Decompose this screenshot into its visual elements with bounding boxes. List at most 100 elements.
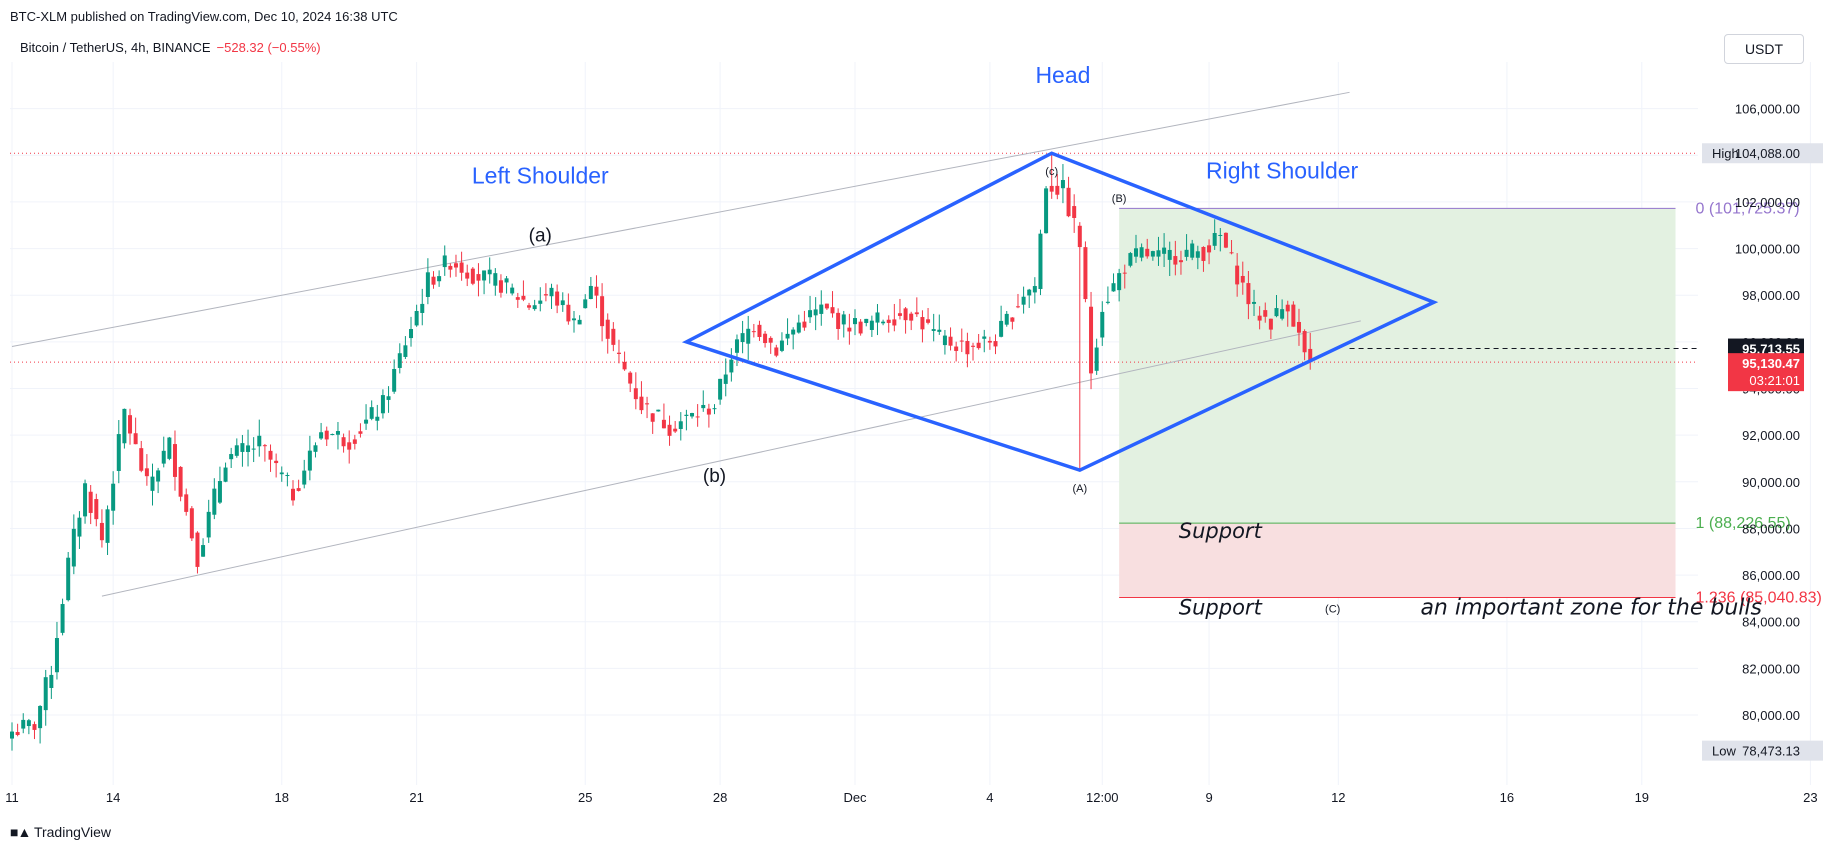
candle-body — [1207, 245, 1212, 253]
symbol-legend[interactable]: Bitcoin / TetherUS, 4h, BINANCE −528.32 (… — [20, 40, 321, 55]
fib-level-label: 1.236 (85,040.83) — [1696, 589, 1822, 606]
chart-annotations: Left Shoulder Head Right Shoulder (a) (b) (B)… — [472, 62, 1762, 621]
candle-body — [667, 424, 672, 436]
candle-body — [156, 470, 161, 482]
fib-level-label: 1 (88,226.55) — [1696, 515, 1791, 532]
candle-body — [144, 468, 149, 477]
candle-body — [892, 319, 897, 326]
candle-body — [43, 677, 48, 711]
candle-body — [1167, 249, 1172, 260]
candle-body — [240, 443, 245, 452]
candle-body — [515, 297, 520, 300]
candle-body — [543, 294, 548, 296]
fib-support-zone — [1119, 523, 1676, 598]
currency-button[interactable]: USDT — [1724, 34, 1804, 64]
candle-body — [201, 545, 206, 557]
price-channel — [11, 91, 1361, 597]
candle-body — [1111, 283, 1116, 292]
candle-body — [375, 416, 380, 421]
x-tick-label: 19 — [1635, 790, 1649, 805]
candle-body — [706, 408, 711, 415]
candle-body — [982, 336, 987, 339]
candle-body — [690, 413, 695, 417]
candle-body — [909, 313, 914, 321]
candle-body — [594, 286, 599, 296]
candle-body — [723, 374, 728, 384]
last-price-value: 95,130.47 — [1742, 356, 1800, 371]
support-label: Support — [1179, 596, 1263, 620]
candle-body — [369, 407, 374, 419]
candle-body — [965, 340, 970, 355]
candle-body — [453, 263, 458, 268]
wave-label: (b) — [703, 466, 726, 487]
candle-body — [313, 445, 318, 452]
candle-body — [757, 324, 762, 338]
candle-body — [71, 528, 76, 567]
candle-body — [836, 312, 841, 329]
tradingview-brand: TradingView — [33, 824, 111, 840]
candle-body — [1077, 225, 1082, 248]
candle-body — [94, 499, 99, 520]
channel-lower-line — [101, 320, 1361, 597]
price-change: −528.32 (−0.55%) — [216, 40, 321, 55]
candle-body — [751, 331, 756, 333]
candle-body — [639, 396, 644, 411]
fibonacci-zones: 0 (101,725.37) 1 (88,226.55) 1.236 (85,040… — [1119, 200, 1822, 606]
candle-body — [572, 318, 576, 321]
price-axis: 80,000.00 82,000.00 84,000.00 86,000.00 88,0… — [1702, 102, 1823, 761]
candle-body — [1089, 306, 1094, 374]
high-badge-label: High — [1712, 146, 1739, 161]
candle-body — [1150, 251, 1155, 257]
candle-body — [1032, 286, 1037, 293]
candle-body — [49, 674, 54, 688]
candle-body — [397, 353, 402, 368]
candle-body — [482, 270, 487, 281]
candle-body — [791, 329, 796, 335]
candle-body — [819, 304, 824, 314]
candle-body — [493, 273, 498, 286]
candle-body — [881, 321, 886, 324]
y-tick-label: 90,000.00 — [1742, 475, 1800, 490]
candle-body — [38, 705, 43, 729]
candle-body — [948, 336, 953, 346]
support-label: Support — [1179, 519, 1263, 543]
x-tick-label: 11 — [5, 790, 19, 805]
candle-body — [335, 431, 340, 435]
candle-body — [684, 414, 689, 416]
candle-body — [465, 272, 470, 279]
candle-body — [1072, 206, 1077, 218]
candle-body — [99, 522, 104, 541]
candle-body — [1021, 296, 1026, 305]
candle-body — [521, 295, 526, 300]
candle-body — [1201, 246, 1206, 261]
candle-body — [1223, 232, 1228, 248]
tradingview-logo[interactable]: ■▲ TradingView — [10, 824, 111, 840]
candle-body — [527, 305, 532, 308]
candle-body — [577, 319, 582, 325]
candle-body — [1145, 248, 1150, 257]
candle-body — [116, 434, 121, 471]
candle-body — [184, 494, 189, 512]
candle-body — [824, 303, 829, 309]
y-tick-label: 80,000.00 — [1742, 708, 1800, 723]
candle-body — [661, 419, 666, 429]
candle-body — [650, 413, 655, 422]
candle-body — [622, 361, 627, 370]
candle-body — [386, 396, 391, 400]
low-badge-value: 78,473.13 — [1742, 744, 1800, 759]
candle-body — [796, 322, 801, 333]
candle-body — [1263, 310, 1268, 317]
y-tick-label: 106,000.00 — [1735, 102, 1800, 117]
candle-body — [1291, 304, 1296, 327]
candle-body — [347, 442, 352, 450]
bar-countdown: 03:21:01 — [1749, 373, 1800, 388]
candle-body — [442, 255, 447, 268]
x-tick-label: 16 — [1500, 790, 1514, 805]
candle-body — [538, 300, 543, 304]
candle-body — [858, 321, 863, 334]
candle-body — [746, 328, 751, 344]
candle-body — [695, 416, 700, 418]
candle-body — [841, 314, 846, 325]
candle-body — [178, 466, 183, 497]
